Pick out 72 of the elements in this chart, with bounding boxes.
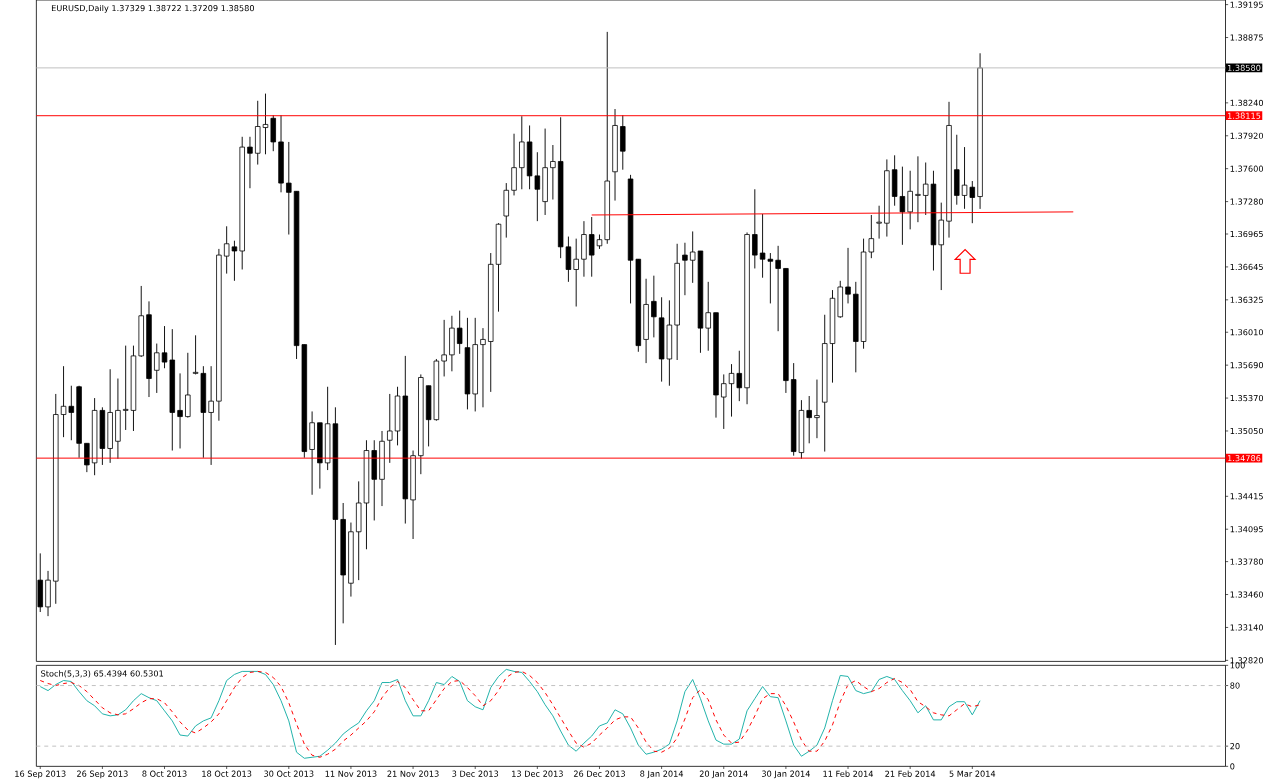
y-tick-label: 1.39195 <box>1230 1 1263 8</box>
x-tick-label: 5 Mar 2014 <box>949 770 996 777</box>
y-tick-label: 1.36965 <box>1230 230 1263 238</box>
candlestick <box>721 373 727 430</box>
ref-line-label: 1.38115 <box>1227 112 1261 119</box>
y-tick-label: 1.33780 <box>1230 558 1264 565</box>
candlestick <box>705 281 711 352</box>
candlestick <box>456 310 463 355</box>
y-tick-label: 1.38240 <box>1230 99 1264 106</box>
x-tick-label: 26 Dec 2013 <box>573 770 625 777</box>
y-tick-label: 1.33460 <box>1230 591 1264 598</box>
candlestick <box>651 275 657 338</box>
candlestick <box>907 170 913 230</box>
ref-line-label: 1.38580 <box>1227 64 1261 71</box>
x-tick-label: 16 Sep 2013 <box>15 770 66 779</box>
y-tick-label: 1.36645 <box>1230 263 1263 270</box>
candlestick <box>814 379 820 439</box>
candlestick <box>480 327 486 408</box>
candlestick <box>845 247 851 304</box>
y-tick-label: 1.35690 <box>1230 361 1264 369</box>
text: EURUSD,Daily 1.37329 1.38722 1.37209 1.38580 <box>51 4 255 13</box>
candlestick <box>262 93 269 155</box>
candlestick <box>270 114 276 152</box>
x-tick-label: 21 Feb 2014 <box>885 770 936 777</box>
y-tick-label: 1.32820 <box>1230 657 1264 664</box>
candlestick <box>915 155 921 223</box>
candlestick <box>185 352 191 418</box>
y-tick-label: 1.37280 <box>1230 198 1264 205</box>
candlestick <box>682 242 688 296</box>
candlestick <box>550 144 556 200</box>
candlestick <box>286 141 292 235</box>
y-tick-label: 1.38875 <box>1230 34 1263 41</box>
candlestick <box>208 365 214 466</box>
x-tick-label: 8 Jan 2014 <box>640 770 684 779</box>
y-tick-label: 1.37600 <box>1230 165 1264 172</box>
candlestick <box>387 393 393 464</box>
candlestick <box>775 245 781 332</box>
candlestick <box>573 238 579 307</box>
x-tick-label: 30 Oct 2013 <box>264 770 314 777</box>
y-tick-label: 100 <box>1230 662 1245 669</box>
candlestick <box>84 442 90 473</box>
y-tick-label: 1.34095 <box>1230 526 1263 533</box>
text: Stoch(5,3,3) 65.4394 60.5301 <box>41 670 164 678</box>
x-tick-label: 8 Oct 2013 <box>142 770 187 777</box>
y-tick-label: 1.35050 <box>1230 427 1264 435</box>
candlestick <box>752 188 758 269</box>
y-tick-label: 1.35370 <box>1230 394 1264 402</box>
y-tick-label: 1.36325 <box>1230 296 1263 303</box>
candlestick <box>511 133 517 196</box>
candlestick <box>177 372 183 449</box>
x-tick-label: 20 Jan 2014 <box>699 770 748 779</box>
candlestick <box>876 205 882 240</box>
x-tick-label: 11 Nov 2013 <box>325 770 377 777</box>
x-tick-label: 13 Dec 2013 <box>512 770 563 777</box>
candlestick <box>441 319 447 377</box>
y-tick-label: 1.33140 <box>1230 624 1264 631</box>
x-tick-label: 30 Jan 2014 <box>761 770 810 779</box>
x-tick-label: 26 Sep 2013 <box>77 770 128 779</box>
y-tick-label: 80 <box>1230 682 1240 689</box>
candlestick <box>806 395 812 444</box>
y-tick-label: 0 <box>1230 763 1235 770</box>
x-tick-label: 3 Dec 2013 <box>452 770 499 777</box>
candlestick <box>154 343 160 394</box>
y-tick-label: 1.34415 <box>1230 493 1263 500</box>
y-tick-label: 1.36010 <box>1230 329 1264 336</box>
ref-line-label: 1.34786 <box>1227 454 1261 462</box>
x-tick-label: 18 Oct 2013 <box>202 770 252 777</box>
x-tick-label: 21 Nov 2013 <box>387 770 439 777</box>
candlestick <box>247 136 253 189</box>
x-tick-label: 11 Feb 2014 <box>823 770 874 777</box>
y-tick-label: 20 <box>1230 742 1240 750</box>
y-tick-label: 1.37920 <box>1230 132 1264 139</box>
